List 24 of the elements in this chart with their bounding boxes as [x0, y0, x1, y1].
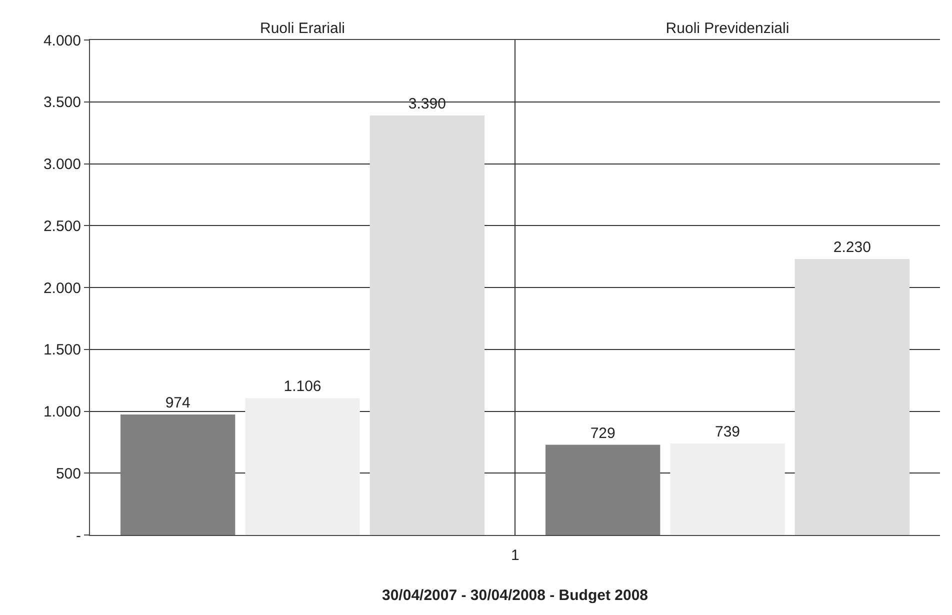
bar	[120, 414, 236, 535]
y-tick-label: 500	[56, 465, 81, 482]
bar	[545, 444, 660, 535]
x-axis-title: 30/04/2007 - 30/04/2008 - Budget 2008	[382, 587, 648, 604]
y-tick-label: 3.500	[43, 94, 81, 112]
y-tick-label: 4.000	[43, 32, 81, 50]
bar	[670, 444, 785, 535]
y-tick-label: 2.500	[43, 218, 81, 235]
bar	[794, 259, 910, 535]
x-tick-label: Ruoli Erariali	[260, 20, 346, 37]
data-label: 974	[165, 394, 190, 412]
data-label: 2.230	[833, 239, 871, 256]
y-tick-label: 3.000	[43, 156, 81, 173]
text: 1	[511, 547, 520, 564]
y-tick-label: 1.500	[43, 342, 81, 359]
bar	[245, 398, 360, 535]
x-tick-label: Ruoli Previdenziali	[666, 20, 790, 37]
y-tick-label: 2.000	[43, 280, 81, 297]
y-tick-label: 1.000	[43, 404, 81, 420]
data-label: 1.106	[284, 378, 322, 396]
data-label: 739	[714, 424, 740, 441]
data-label: 729	[590, 424, 616, 442]
y-tick-label: -	[76, 527, 81, 544]
bar	[370, 115, 485, 535]
